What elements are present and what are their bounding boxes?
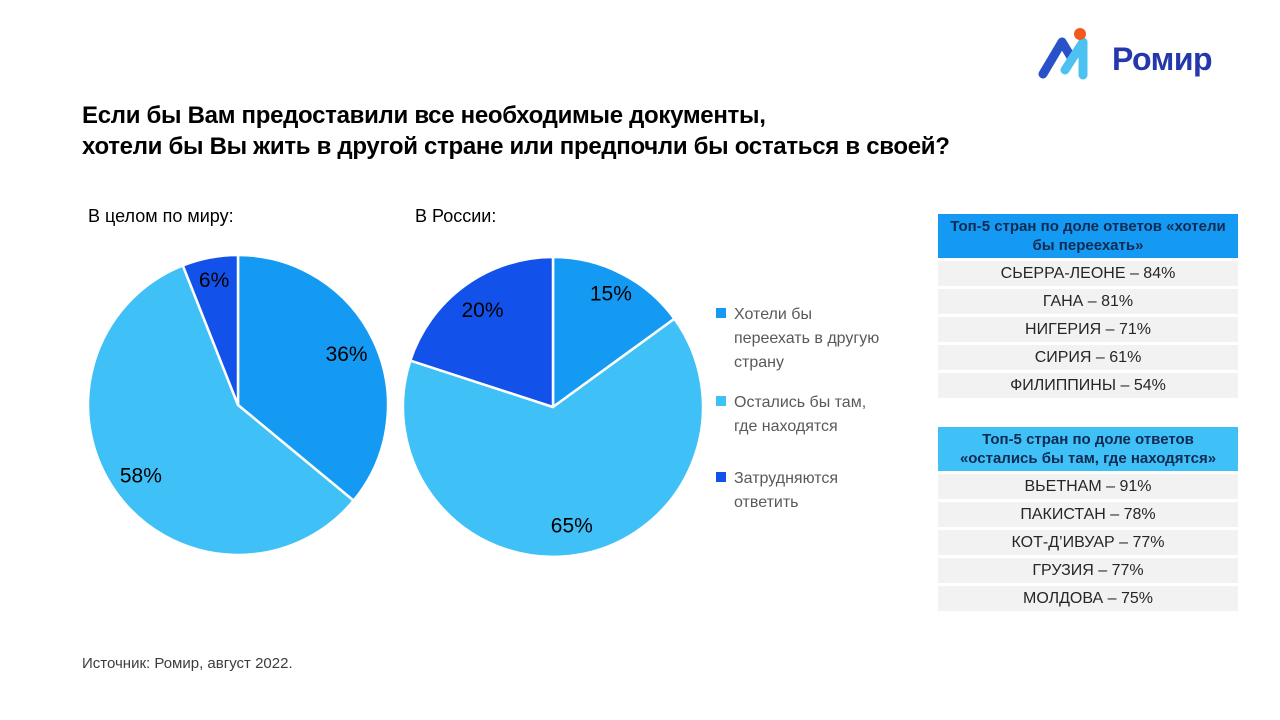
pie-slice <box>181 253 240 407</box>
legend-swatch-icon <box>716 472 726 482</box>
table-row: СИРИЯ – 61% <box>938 345 1238 370</box>
pie-slice <box>409 255 555 409</box>
table-row: ПАКИСТАН – 78% <box>938 502 1238 527</box>
russia-pie-chart: 15% 65% 20% <box>401 255 705 559</box>
legend-item: Хотели бы переехать в другую страну <box>716 303 908 375</box>
pie-data-label: 58% <box>120 465 162 488</box>
logo-brand-text: Ромир <box>1112 40 1213 77</box>
table-row: НИГЕРИЯ – 71% <box>938 317 1238 342</box>
top5-move-table: Топ-5 стран по доле ответов «хотели бы пе… <box>938 214 1238 398</box>
table-row: СЬЕРРА-ЛЕОНЕ – 84% <box>938 261 1238 286</box>
slide-title-line2: хотели бы Вы жить в другой стране или пр… <box>82 133 950 160</box>
pie-data-label: 65% <box>551 515 593 538</box>
source-note: Источник: Ромир, август 2022. <box>82 655 293 672</box>
pie-data-label: 20% <box>461 299 503 322</box>
pie-slice <box>236 253 390 502</box>
legend-label: Остались бы там, где находятся <box>734 394 867 435</box>
pie-data-label: 36% <box>326 343 368 366</box>
legend-item: Остались бы там, где находятся <box>716 391 908 439</box>
table-row: ГРУЗИЯ – 77% <box>938 558 1238 583</box>
table-header: Топ-5 стран по доле ответов «остались бы … <box>938 427 1238 471</box>
pie-slice <box>86 264 355 557</box>
table-row: ВЬЕТНАМ – 91% <box>938 474 1238 499</box>
slide-title: Если бы Вам предоставили все необходимые… <box>82 100 982 162</box>
legend-label: Хотели бы переехать в другую страну <box>734 306 880 371</box>
slide-title-line1: Если бы Вам предоставили все необходимые… <box>82 102 766 129</box>
romir-logo-icon <box>1038 28 1088 80</box>
legend-swatch-icon <box>716 396 726 406</box>
pie-slice <box>401 317 705 559</box>
top5-stay-table: Топ-5 стран по доле ответов «остались бы … <box>938 427 1238 611</box>
pie-data-label: 15% <box>590 282 632 305</box>
legend-item: Затрудняются ответить <box>716 467 908 515</box>
legend-swatch-icon <box>716 308 726 318</box>
russia-pie-title: В России: <box>415 206 497 226</box>
pie-data-label: 6% <box>199 269 229 292</box>
world-pie-chart: 36% 58% 6% <box>86 253 390 557</box>
romir-logo: Ромир <box>1038 26 1213 82</box>
table-row: ГАНА – 81% <box>938 289 1238 314</box>
table-row: ФИЛИППИНЫ – 54% <box>938 373 1238 398</box>
legend-label: Затрудняются ответить <box>734 470 839 511</box>
table-header: Топ-5 стран по доле ответов «хотели бы пе… <box>938 214 1238 258</box>
pie-slice <box>551 255 676 409</box>
logo-orange-dot <box>1074 28 1086 40</box>
table-row: МОЛДОВА – 75% <box>938 586 1238 611</box>
table-row: КОТ-Д’ИВУАР – 77% <box>938 530 1238 555</box>
world-pie-title: В целом по миру: <box>88 206 234 226</box>
chart-legend: Хотели бы переехать в другую страну Осталис… <box>716 303 908 531</box>
